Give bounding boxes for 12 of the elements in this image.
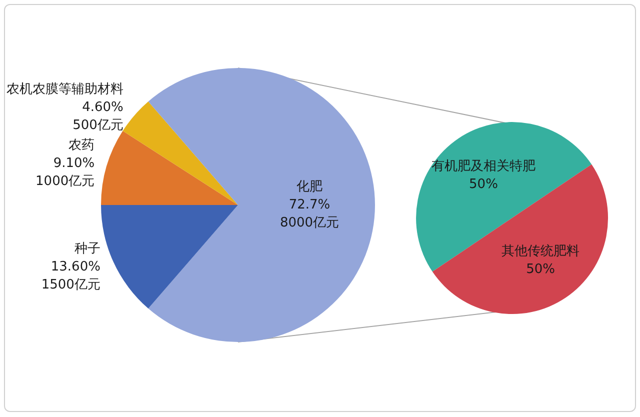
data-label: 13.60% 1500亿元 bbox=[41, 259, 100, 292]
slice-label: 有机肥及相关特肥 bbox=[431, 159, 536, 174]
data-label: 50% bbox=[469, 177, 498, 192]
data-label: 50% bbox=[526, 262, 555, 277]
slice-label: 农药 bbox=[68, 138, 95, 153]
data-label: 9.10% 1000亿元 bbox=[36, 156, 95, 189]
slice-label: 其他传统肥料 bbox=[502, 244, 580, 259]
slice-label: 化肥 bbox=[296, 180, 322, 194]
slice-label: 农机农膜等辅助材料 bbox=[6, 82, 124, 97]
data-label: 4.60% 500亿元 bbox=[72, 100, 124, 133]
slice-label: 种子 bbox=[74, 241, 100, 256]
data-label: 72.7% 8000亿元 bbox=[280, 198, 340, 230]
